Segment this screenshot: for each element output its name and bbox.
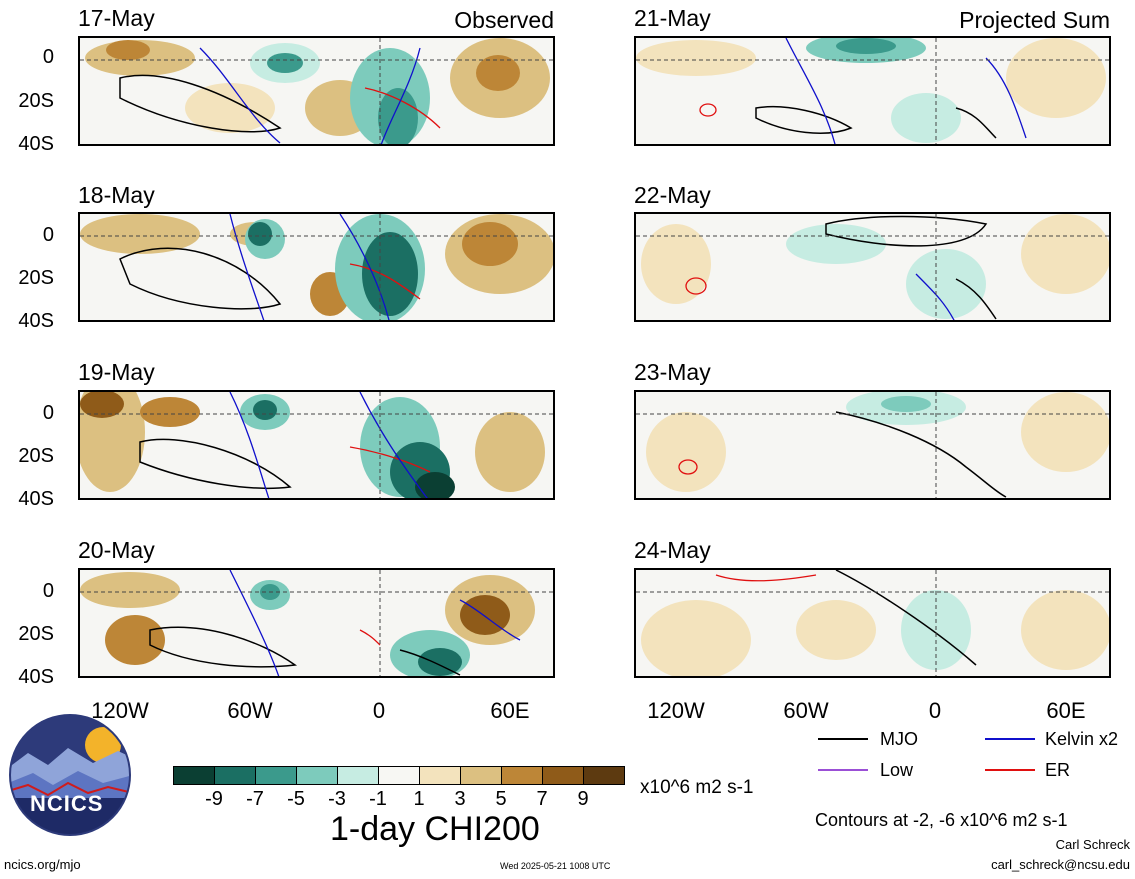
footer-timestamp: Wed 2025-05-21 1008 UTC	[500, 861, 611, 871]
x-tick: 120W	[91, 698, 149, 723]
y-tick: 40S	[18, 133, 54, 155]
y-tick: 40S	[18, 488, 54, 510]
colorbar-bin	[419, 766, 461, 785]
mjo-swatch	[818, 738, 868, 740]
colorbar-tick: 5	[495, 788, 507, 810]
colorbar-bin	[337, 766, 379, 785]
contour-note: Contours at -2, -6 x10^6 m2 s-1	[815, 810, 1068, 830]
mjo-label: MJO	[880, 729, 918, 749]
colorbar-tick: -9	[205, 788, 223, 810]
panel-date: 18-May	[78, 182, 155, 208]
y-tick: 0	[42, 580, 54, 602]
kelvin-swatch	[985, 738, 1035, 740]
colorbar-tick: 9	[577, 788, 589, 810]
colorbar-tick: -7	[246, 788, 264, 810]
colorbar-bin	[173, 766, 215, 785]
y-tick: 0	[42, 224, 54, 246]
colorbar-bin	[296, 766, 338, 785]
y-tick: 20S	[18, 90, 54, 112]
map-area	[634, 390, 1111, 500]
y-tick: 20S	[18, 623, 54, 645]
y-tick: 20S	[18, 267, 54, 289]
map-area	[78, 212, 555, 322]
colorbar-bin	[214, 766, 256, 785]
y-tick: 40S	[18, 666, 54, 688]
map-field	[636, 38, 1109, 144]
y-tick: 0	[42, 402, 54, 424]
map-field	[80, 214, 553, 320]
y-tick: 20S	[18, 445, 54, 467]
colorbar-tick: -5	[287, 788, 305, 810]
x-tick: 60E	[490, 698, 530, 723]
colorbar-tick: 7	[536, 788, 548, 810]
map-area	[78, 568, 555, 678]
map-field	[636, 392, 1109, 498]
colorbar-tick: -1	[369, 788, 387, 810]
footer-email: carl_schreck@ncsu.edu	[991, 857, 1130, 872]
figure-title: 1-day CHI200	[330, 810, 540, 848]
er-swatch	[985, 769, 1035, 771]
y-tick: 40S	[18, 310, 54, 332]
low-label: Low	[880, 760, 914, 780]
colorbar-bin	[501, 766, 543, 785]
kelvin-label: Kelvin x2	[1045, 729, 1119, 749]
panel-date: 24-May	[634, 537, 711, 563]
map-field	[80, 392, 553, 498]
panel-tag: Observed	[454, 7, 554, 33]
panel-date: 21-May	[634, 5, 711, 31]
logo-text: NCICS	[30, 791, 104, 816]
map-area	[78, 390, 555, 500]
panel-date: 23-May	[634, 359, 711, 385]
colorbar-tick: -3	[328, 788, 346, 810]
colorbar-bin	[542, 766, 584, 785]
colorbar-bin	[255, 766, 297, 785]
x-tick: 0	[372, 698, 386, 723]
panel-date: 22-May	[634, 182, 711, 208]
map-field	[636, 214, 1109, 320]
panel-date: 20-May	[78, 537, 155, 563]
map-area	[78, 36, 555, 146]
y-tick: 0	[42, 46, 54, 68]
x-tick: 60W	[227, 698, 273, 723]
footer-url: ncics.org/mjo	[4, 857, 81, 872]
colorbar-bin	[378, 766, 420, 785]
footer-author: Carl Schreck	[1055, 837, 1130, 852]
x-tick: 60E	[1046, 698, 1086, 723]
low-swatch	[818, 769, 868, 771]
map-area	[634, 568, 1111, 678]
panel-date: 17-May	[78, 5, 155, 31]
map-field	[80, 570, 553, 676]
map-area	[634, 36, 1111, 146]
logo-emblem	[9, 714, 131, 836]
panel-tag: Projected Sum	[959, 7, 1110, 33]
x-tick: 0	[928, 698, 942, 723]
er-label: ER	[1045, 760, 1071, 780]
colorbar-units: x10^6 m2 s-1	[640, 777, 754, 798]
colorbar-tick: 3	[454, 788, 466, 810]
colorbar-bin	[583, 766, 625, 785]
map-field	[80, 38, 553, 144]
panel-date: 19-May	[78, 359, 155, 385]
colorbar-tick: 1	[413, 788, 425, 810]
map-area	[634, 212, 1111, 322]
x-tick: 120W	[647, 698, 705, 723]
map-field	[636, 570, 1109, 676]
x-tick: 60W	[783, 698, 829, 723]
colorbar-bin	[460, 766, 502, 785]
